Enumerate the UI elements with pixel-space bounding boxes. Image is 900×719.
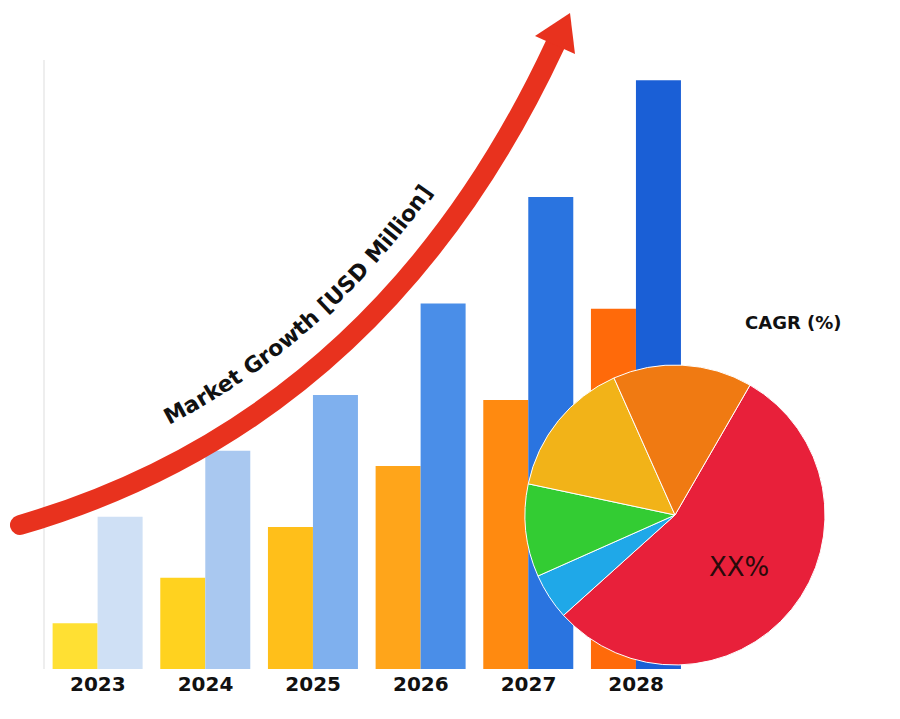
svg-text:2028: 2028 bbox=[608, 672, 664, 696]
svg-text:2027: 2027 bbox=[501, 672, 557, 696]
svg-text:2026: 2026 bbox=[393, 672, 449, 696]
svg-text:2023: 2023 bbox=[70, 672, 126, 696]
svg-text:XX%: XX% bbox=[709, 552, 769, 582]
svg-text:2024: 2024 bbox=[178, 672, 234, 696]
html-text:CAGR (%): CAGR (%) bbox=[745, 312, 842, 333]
svg-text:2025: 2025 bbox=[285, 672, 341, 696]
svg-text:Market Growth [USD Million]: Market Growth [USD Million] bbox=[160, 180, 437, 429]
